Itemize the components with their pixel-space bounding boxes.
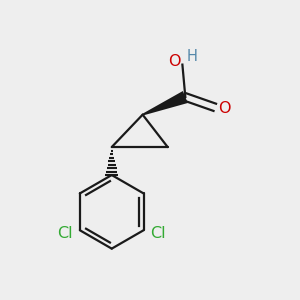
Text: Cl: Cl: [57, 226, 73, 241]
Text: H: H: [186, 49, 197, 64]
Text: Cl: Cl: [151, 226, 166, 241]
Text: O: O: [168, 54, 180, 69]
Polygon shape: [142, 91, 188, 116]
Text: O: O: [218, 101, 230, 116]
